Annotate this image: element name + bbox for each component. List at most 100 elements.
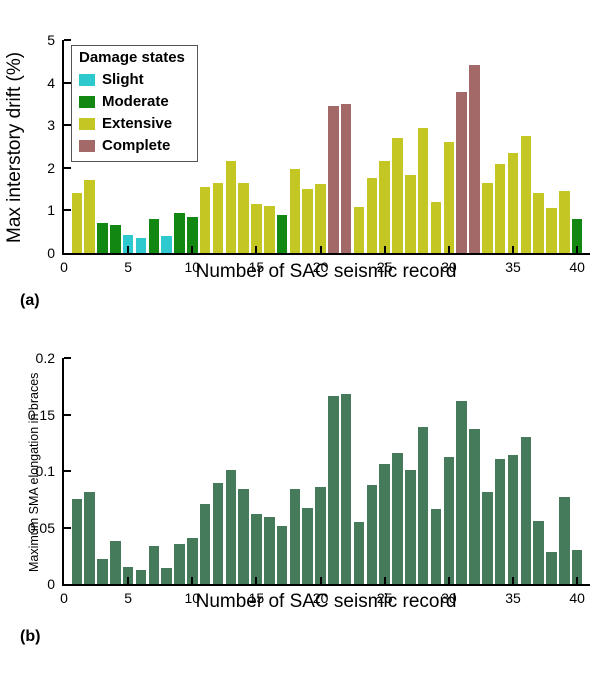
bar <box>238 489 249 584</box>
bar <box>110 541 121 584</box>
bar <box>379 464 390 584</box>
bar <box>161 568 172 584</box>
bar <box>533 193 544 253</box>
bar <box>135 570 147 584</box>
y-tick-mark <box>64 124 71 127</box>
bar <box>366 178 378 253</box>
x-tick-label: 15 <box>248 259 265 275</box>
x-tick-label: 20 <box>312 259 329 275</box>
bar <box>533 520 544 584</box>
y-tick-label: 5 <box>47 32 55 48</box>
bar <box>199 186 211 253</box>
x-tick-label: 35 <box>505 259 521 275</box>
bar <box>405 175 416 253</box>
x-tick-mark <box>191 246 194 253</box>
bar <box>469 64 480 253</box>
legend-entry-extensive: Extensive <box>79 115 185 132</box>
bar <box>315 486 326 584</box>
bar <box>392 452 403 584</box>
bar <box>289 169 301 253</box>
bar <box>559 497 570 584</box>
bar <box>276 214 288 253</box>
bar <box>353 207 365 253</box>
x-tick-label: 30 <box>441 590 457 606</box>
bar <box>507 152 519 253</box>
legend-label-moderate: Moderate <box>102 93 169 110</box>
y-tick-label: 0.2 <box>35 350 55 366</box>
bar <box>315 184 326 253</box>
x-tick-mark <box>319 246 322 253</box>
bar <box>161 235 172 253</box>
bar <box>456 400 467 584</box>
bar <box>328 396 339 584</box>
x-tick-mark <box>127 577 130 584</box>
legend-label-complete: Complete <box>102 137 171 154</box>
y-tick-mark <box>64 81 71 84</box>
bar <box>353 521 365 584</box>
y-tick-mark <box>64 166 71 169</box>
bar <box>212 182 224 253</box>
bar <box>366 484 378 584</box>
x-tick-mark <box>255 577 258 584</box>
extensive-swatch-icon <box>79 117 95 130</box>
legend-entry-complete: Complete <box>79 137 185 154</box>
bar <box>417 426 429 584</box>
x-tick-mark <box>512 246 515 253</box>
bar <box>417 128 429 253</box>
bar <box>546 552 557 584</box>
x-tick-label: 5 <box>124 590 133 606</box>
x-tick-mark <box>255 246 258 253</box>
legend-entry-slight: Slight <box>79 71 185 88</box>
x-tick-mark <box>576 246 579 253</box>
bar <box>520 437 532 584</box>
y-tick-mark <box>64 39 71 41</box>
x-tick-label: 25 <box>376 590 393 606</box>
x-tick-mark <box>319 577 322 584</box>
bar <box>494 163 506 253</box>
bar <box>430 509 442 584</box>
x-axis-label: Number of SAC seismic record <box>195 591 457 612</box>
bar <box>97 223 108 253</box>
bar <box>276 526 288 584</box>
legend-label-slight: Slight <box>102 71 144 88</box>
bar <box>212 483 224 584</box>
x-tick-label: 25 <box>376 259 393 275</box>
bar <box>443 142 455 253</box>
panel-b: Maximum SMA elongation in braces 0 5 10 15 2… <box>0 330 608 673</box>
y-tick-mark <box>64 357 71 359</box>
bar <box>84 492 95 584</box>
x-tick-mark <box>383 246 386 253</box>
bar <box>482 492 493 584</box>
y-tick-label: 0.05 <box>27 519 55 536</box>
bar <box>405 469 416 584</box>
slight-swatch-icon <box>79 73 95 86</box>
bar <box>122 567 134 584</box>
y-axis-label: Max interstory drift (%) <box>4 51 25 244</box>
bar <box>379 161 390 253</box>
bar <box>71 193 83 253</box>
bar <box>71 499 83 584</box>
bar <box>559 191 570 253</box>
bar <box>340 394 352 584</box>
y-tick-mark <box>64 526 71 529</box>
bar <box>302 189 313 253</box>
bar <box>238 182 249 253</box>
bar <box>456 91 467 253</box>
bar <box>225 469 237 584</box>
y-tick-label: 1 <box>47 202 55 219</box>
legend-label-extensive: Extensive <box>102 115 173 132</box>
bar <box>251 513 262 584</box>
y-tick-label: 0.15 <box>27 406 55 423</box>
bar <box>122 235 134 253</box>
x-tick-label: 40 <box>569 259 585 275</box>
bar <box>546 208 557 253</box>
bar <box>482 182 493 253</box>
x-tick-label: 20 <box>312 590 329 606</box>
x-tick-label: 15 <box>248 590 265 606</box>
bar <box>328 106 339 253</box>
bar <box>110 225 121 253</box>
panel-a: Max interstory drift (%) 0 5 10 15 20 25 30 35 4… <box>0 0 608 330</box>
bar <box>251 204 262 253</box>
bar <box>264 517 275 584</box>
x-tick-label: 10 <box>184 259 201 275</box>
